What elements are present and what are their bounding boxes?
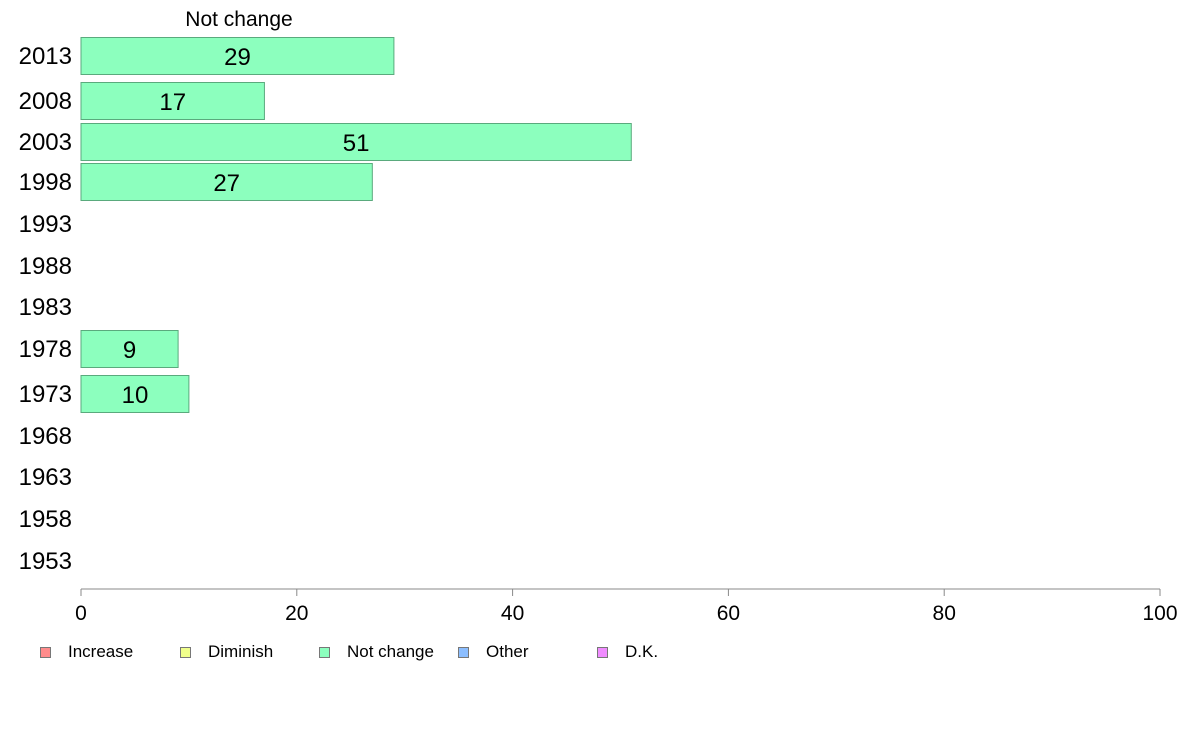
y-tick-label: 2013 [19,43,72,70]
bar [80,82,265,120]
legend-item: Not change [319,642,434,662]
y-tick-label: 1978 [19,336,72,363]
legend-label: D.K. [625,642,659,661]
bar [80,330,179,368]
bar [80,37,395,75]
y-tick-label: 1958 [19,506,72,533]
x-tick-label: 60 [717,602,740,625]
legend-label: Increase [68,642,134,661]
y-tick-label: 1983 [19,294,72,321]
x-tick-label: 100 [1142,602,1177,625]
y-tick-label: 2008 [19,88,72,115]
y-tick-label: 1973 [19,381,72,408]
legend-swatch [597,646,608,658]
bar-value-label: 9 [123,337,136,364]
bar-value-label: 17 [159,89,186,116]
legend-item: Increase [40,642,133,662]
y-tick-label: 1953 [19,548,72,575]
legend-swatch [458,646,469,658]
x-tick-label: 40 [501,602,524,625]
legend-item: Diminish [180,642,273,662]
chart-title: Not change [185,8,292,31]
y-tick-label: 1993 [19,211,72,238]
legend-item: D.K. [597,642,658,662]
y-tick-label: 1988 [19,253,72,280]
legend-label: Diminish [208,642,274,661]
y-tick-label: 1998 [19,169,72,196]
bar-value-label: 27 [213,170,240,197]
bar [80,123,632,161]
legend-label: Not change [347,642,434,661]
y-tick-label: 2003 [19,129,72,156]
legend-swatch [319,646,330,658]
y-tick-label: 1963 [19,464,72,491]
bar [80,375,190,413]
x-tick-label: 0 [75,602,87,625]
x-tick-label: 80 [933,602,956,625]
x-tick-label: 20 [285,602,308,625]
bar [80,163,373,201]
legend-item: Other [458,642,529,662]
bar-value-label: 51 [343,130,370,157]
legend-swatch [180,646,191,658]
legend-label: Other [486,642,529,661]
bar-value-label: 29 [224,44,251,71]
bar-value-label: 10 [122,382,149,409]
legend-swatch [40,646,51,658]
y-tick-label: 1968 [19,423,72,450]
